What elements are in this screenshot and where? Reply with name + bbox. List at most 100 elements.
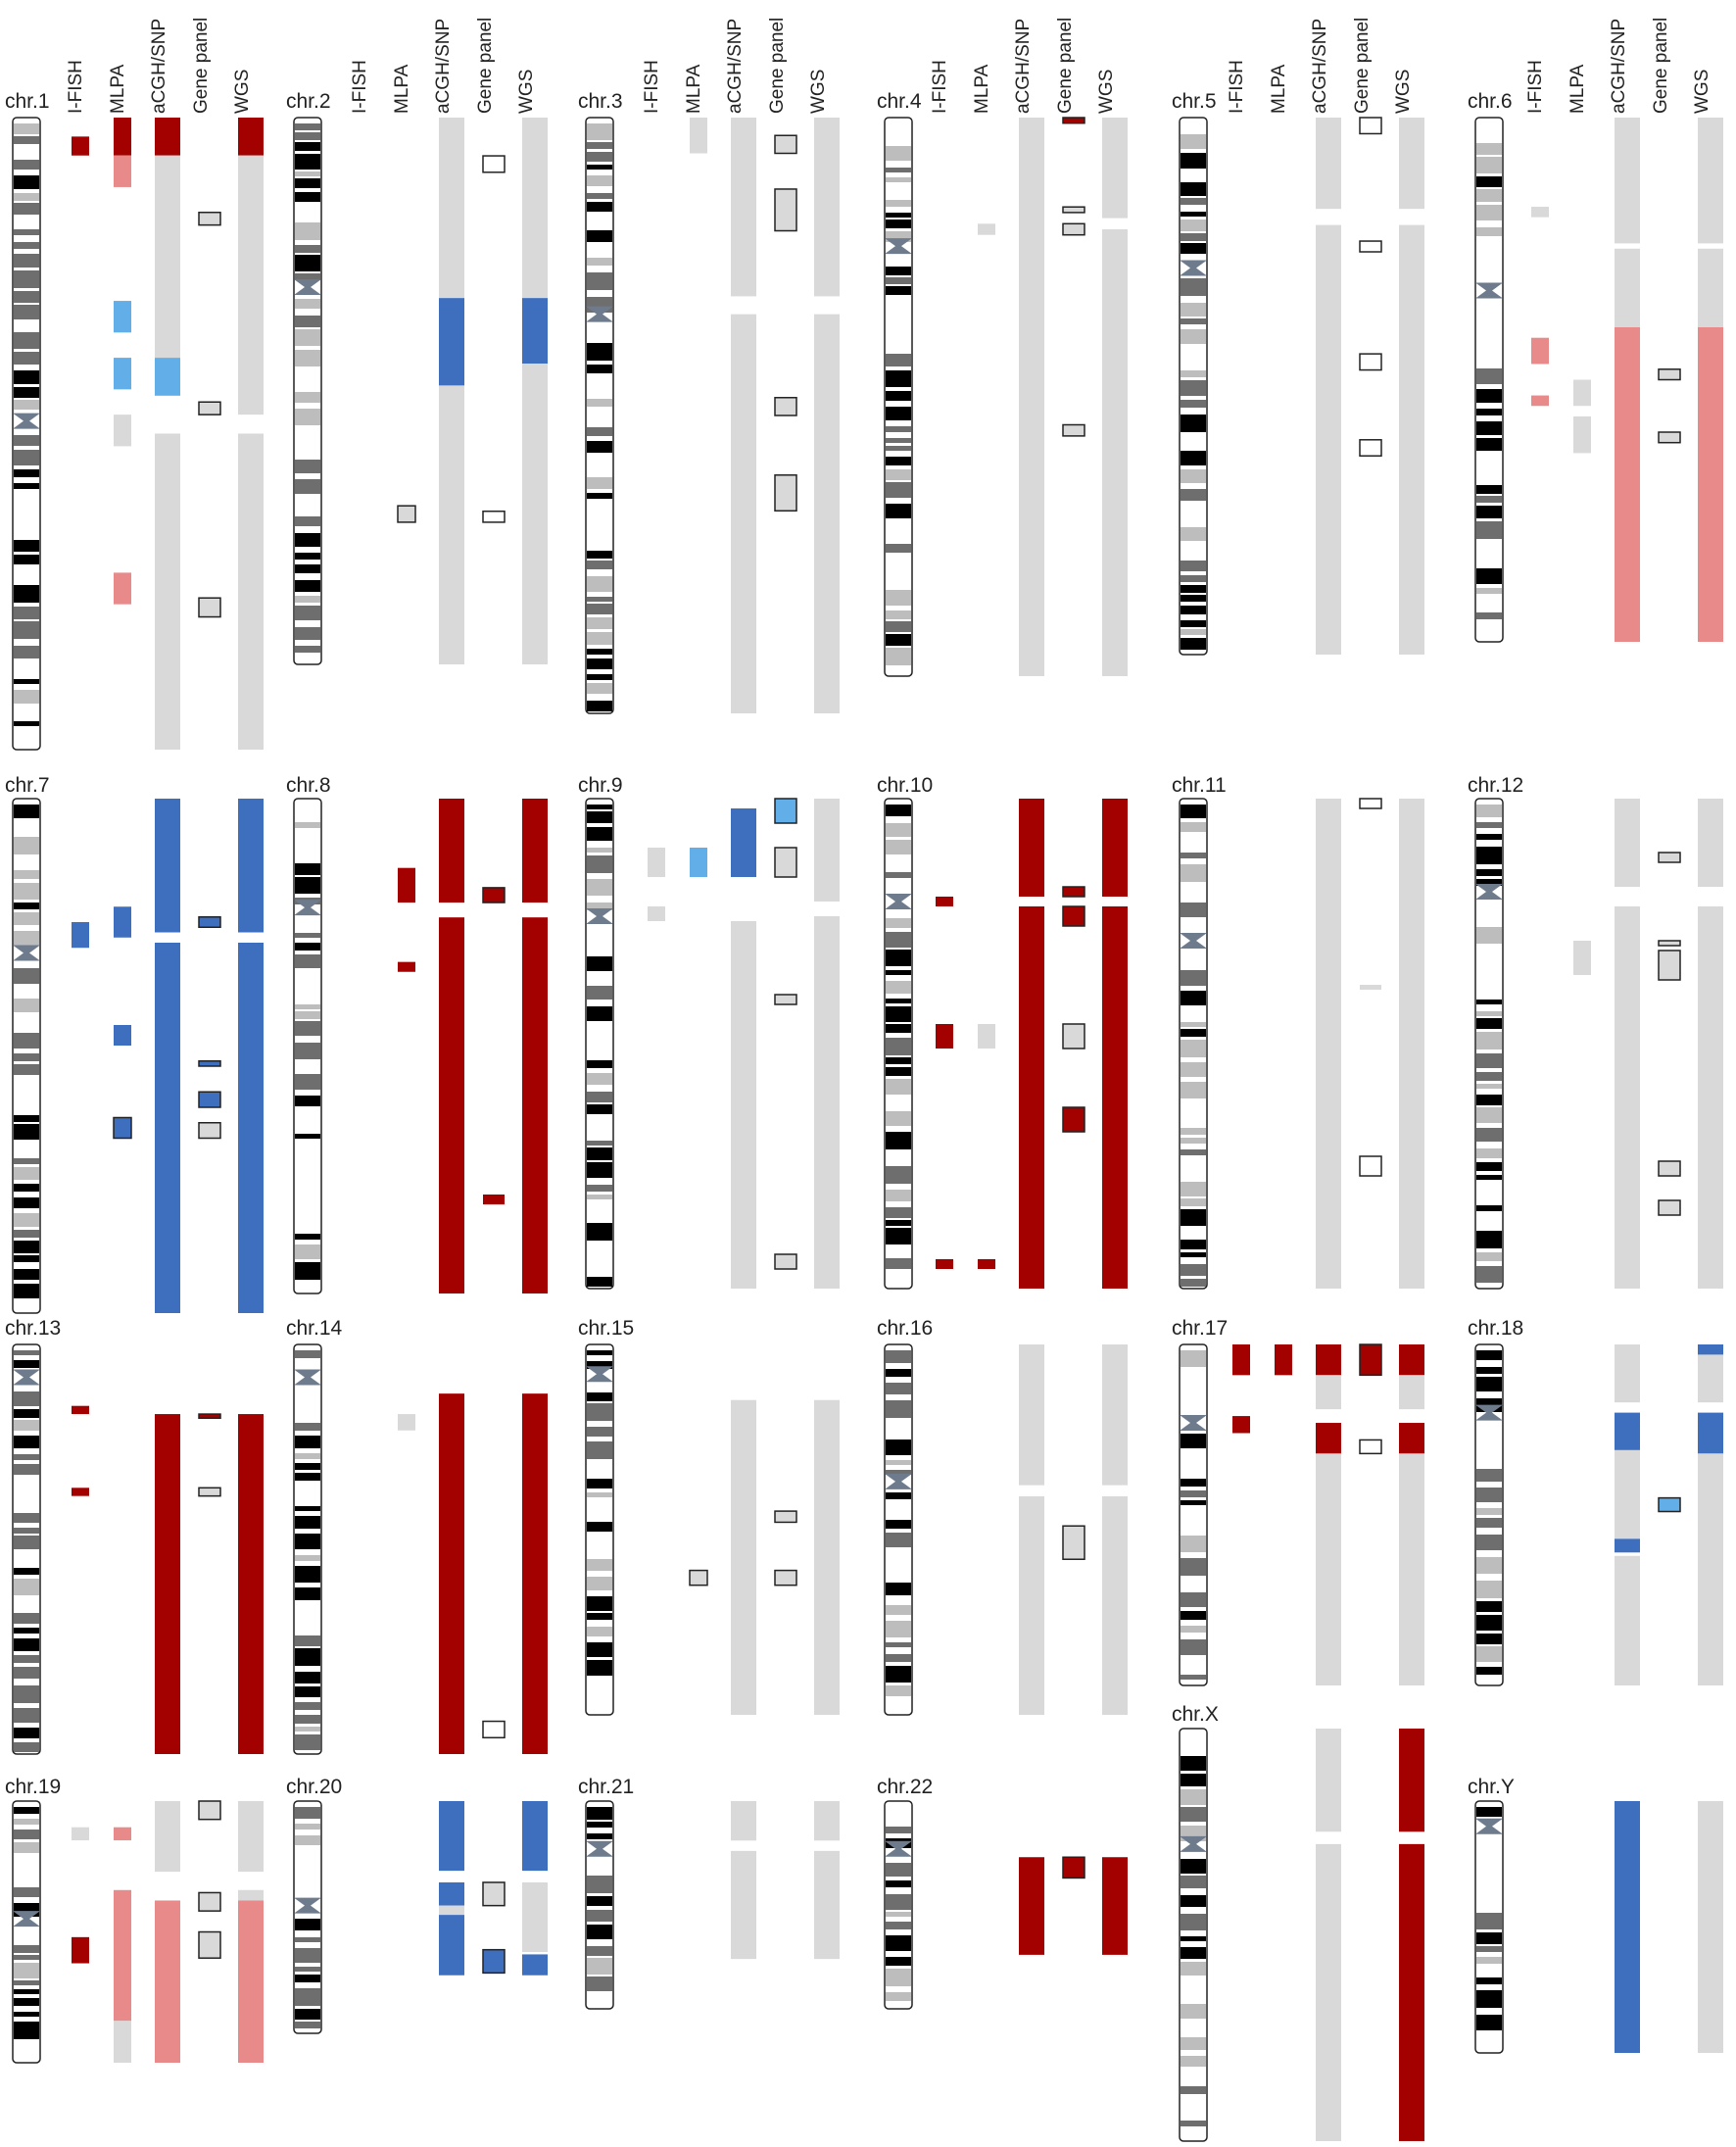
track-mlpa-loss_light [114,358,131,390]
chromosome-band [295,392,320,403]
chromosome-band [886,482,911,498]
track-mlpa-no_change [1573,941,1591,975]
ideogram-chr19 [12,1800,41,2064]
track-ifish-gain [72,136,89,156]
ideogram-chr22 [884,1800,913,2010]
chromosome-band [587,617,612,629]
chromosome-band [14,1955,39,1960]
track-acghsnp-gain_light [155,1900,180,2063]
chromosome-band [886,426,911,432]
track-acghsnp-gain [439,799,464,903]
chromosome-band [1476,409,1502,415]
track-acghsnp-no_change [1615,799,1640,887]
track-acghsnp-no_change [1316,799,1341,1289]
chromosome-band [587,805,612,809]
centromere [885,238,912,255]
chromosome-band [295,1043,320,1059]
track-genepanel-no_change [1658,431,1681,444]
chromosome-band [14,450,39,465]
chromosome-band [587,272,612,290]
track-acghsnp-no_change [1316,1453,1341,1685]
chromosome-band [1181,1876,1206,1888]
chromosome-band [1181,1592,1206,1607]
chromosome-band [14,242,39,249]
track-wgs-no_change [238,1801,264,1873]
chromosome-band [886,823,911,837]
track-acghsnp-no_change [1615,1344,1640,1403]
chromosome-band [14,229,39,235]
chromosome-band [587,1006,612,1021]
track-genepanel-no_change [1658,852,1681,863]
chromosome-band [886,1190,911,1201]
chromosome-band [886,1067,911,1076]
chromosome-band [295,1534,320,1549]
centromere [294,900,321,916]
chromosome-band [1181,182,1206,196]
chromosome-band [1181,1240,1206,1249]
chromosome-band [587,576,612,592]
chromosome-band [1476,1252,1502,1261]
chromosome-band [1476,1072,1502,1081]
chromosome-band [886,286,911,295]
track-wgs-no_change [522,1881,548,1953]
track-wgs-no_change [1399,118,1424,210]
chromosome-band [14,1409,39,1418]
method-label-wgs: WGS [232,70,253,114]
chromosome-band [886,1654,911,1662]
track-wgs-no_change [814,118,840,297]
track-acghsnp-no_change [731,1801,756,1841]
chromosome-band [295,1587,320,1600]
track-genepanel-loss [198,1060,221,1067]
chromosome-label-chr13: chr.13 [5,1317,61,1340]
chromosome-band [886,1038,911,1055]
chromosome-band [14,387,39,398]
track-ifish-gain [936,897,953,906]
chromosome-band [587,1147,612,1160]
track-ifish-no_change [72,1827,89,1841]
chromosome-band [1181,400,1206,408]
chromosome-band [14,721,39,726]
chromosome-band [14,370,39,384]
chromosome-band [587,604,612,614]
chromosome-label-chr15: chr.15 [578,1317,634,1340]
chromosome-band [1476,1128,1502,1142]
chromosome-band [1181,527,1206,541]
chromosome-band [1476,421,1502,435]
track-ifish-loss [72,922,89,949]
track-wgs-no_change [814,916,840,1289]
ideogram-chr16 [884,1343,913,1716]
chromosome-band [587,903,612,910]
chromosome-band [295,1423,320,1431]
chromosome-band [295,1096,320,1106]
track-wgs-gain [522,917,548,1293]
chromosome-band [1181,606,1206,614]
chromosome-band [1181,1082,1206,1098]
track-acghsnp-no_change [1615,1555,1640,1685]
chromosome-band [886,918,911,928]
chromosome-band [587,1627,612,1636]
chromosome-band [886,1166,911,1184]
chromosome-band [295,1835,320,1845]
chromosome-band [1476,1946,1502,1952]
chromosome-band [1181,1500,1206,1505]
track-acghsnp-no_change [731,1850,756,1960]
track-acghsnp-gain_light [1615,327,1640,642]
track-genepanel-no_change [482,155,506,173]
chromosome-band [295,1967,320,1972]
track-genepanel-no_change [1062,222,1085,236]
track-acghsnp-no_change [731,314,756,713]
track-genepanel-no_change [774,1569,797,1586]
chromosome-band [1476,1107,1502,1123]
chromosome-band [295,1948,320,1963]
chromosome-band [295,1021,320,1036]
track-genepanel-no_change [482,1720,506,1739]
track-genepanel-no_change [774,847,797,878]
track-wgs-gain [238,118,264,156]
centromere [13,1369,40,1386]
chromosome-band [295,1672,320,1683]
chromosome-band [295,1702,320,1710]
chromosome-band [886,1383,911,1394]
chromosome-band [1181,1962,1206,1976]
chromosome-band [1476,189,1502,202]
track-ifish-gain [72,1405,89,1415]
